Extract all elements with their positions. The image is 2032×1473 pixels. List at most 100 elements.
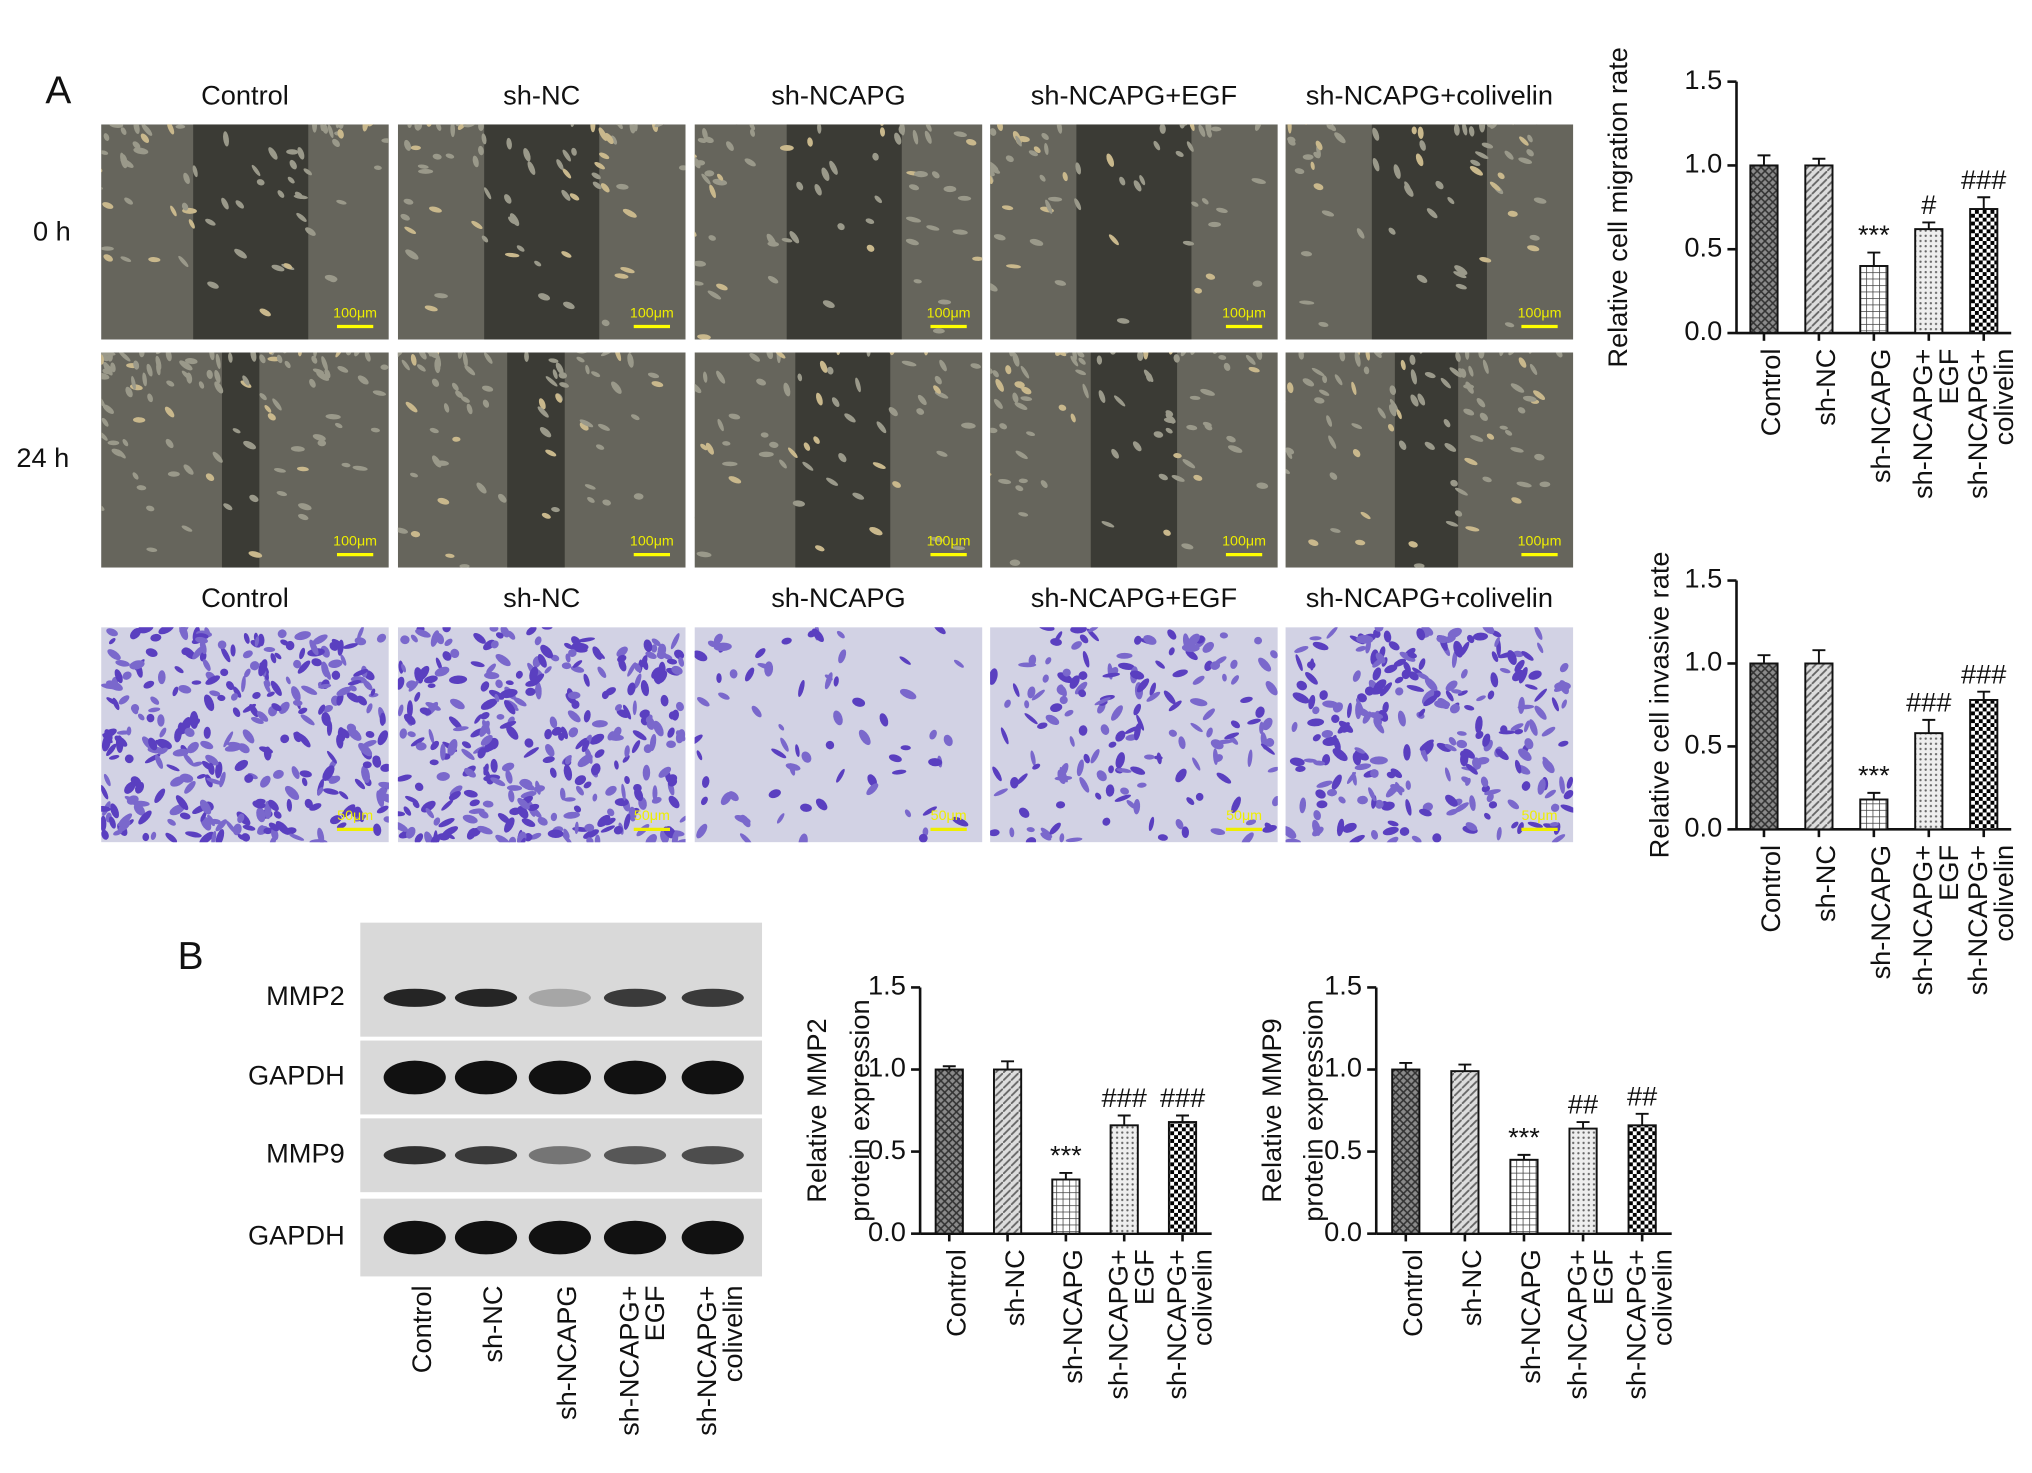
cell: [678, 165, 686, 171]
cell: [1383, 630, 1392, 643]
cell: [693, 97, 702, 105]
cell: [275, 821, 290, 835]
cell: [910, 95, 915, 107]
cell: [1416, 274, 1428, 283]
micrograph: 50μm: [397, 627, 686, 843]
cell: [1480, 776, 1489, 788]
cell: [1462, 124, 1468, 136]
x-tick-label: sh-NCAPG+: [1561, 1249, 1592, 1399]
cell: [101, 806, 111, 812]
cell: [1424, 441, 1435, 450]
cell: [766, 233, 777, 247]
cell: [1453, 802, 1469, 813]
cell: [55, 319, 62, 334]
cell: [350, 70, 358, 80]
cell: [103, 254, 113, 262]
cell: [1395, 687, 1404, 696]
cell: [291, 686, 301, 702]
x-tick-label: Control: [1755, 349, 1786, 437]
cell: [120, 158, 134, 168]
cell: [52, 517, 67, 529]
cell: [1451, 650, 1458, 668]
cell: [1163, 417, 1175, 424]
cell: [1558, 740, 1569, 747]
cell: [19, 171, 29, 184]
cell: [760, 12, 772, 25]
cell: [22, 230, 33, 242]
cell: [1309, 636, 1322, 641]
cell: [694, 281, 704, 286]
cell: [1230, 720, 1241, 729]
cell: [560, 726, 569, 740]
blot-band: [528, 1220, 591, 1255]
cell: [322, 765, 335, 781]
cell: [764, 661, 774, 677]
cell: [703, 104, 711, 117]
cell: [1416, 672, 1429, 680]
cell: [1133, 703, 1142, 716]
cell: [424, 831, 434, 843]
cell: [622, 208, 637, 218]
cell: [1326, 627, 1338, 639]
cell: [450, 698, 465, 710]
cell: [237, 834, 246, 841]
cell: [929, 729, 937, 740]
cell: [69, 146, 78, 156]
cell: [1294, 646, 1309, 653]
cell: [908, 184, 920, 191]
cell: [380, 95, 390, 108]
cell: [184, 358, 198, 365]
cell: [344, 6, 360, 19]
cell: [1040, 832, 1052, 841]
cell: [697, 334, 711, 340]
cell: [82, 413, 92, 427]
cell: [1186, 141, 1194, 152]
cell: [1445, 794, 1458, 807]
cell: [583, 710, 591, 723]
cell: [130, 627, 141, 640]
cell: [292, 699, 303, 706]
cell: [568, 113, 574, 122]
cell: [434, 97, 450, 111]
cell: [410, 531, 421, 538]
cell: [1143, 369, 1154, 383]
cell: [330, 815, 342, 825]
scale-bar-label: 100μm: [1518, 533, 1562, 549]
cell: [1363, 366, 1370, 375]
cell: [604, 817, 616, 826]
cell: [1189, 342, 1194, 352]
cell: [1038, 627, 1055, 631]
cell: [1436, 742, 1451, 753]
cell: [961, 422, 976, 429]
cell: [1316, 800, 1328, 809]
cell: [594, 834, 601, 843]
cell: [1168, 700, 1182, 712]
cell: [174, 666, 184, 674]
cell: [928, 758, 943, 767]
cell: [209, 352, 215, 361]
wound-gap: [221, 352, 260, 568]
cell: [1560, 804, 1574, 813]
cell: [1372, 667, 1382, 681]
bar: [1627, 1124, 1657, 1235]
cell: [585, 364, 590, 375]
cell: [278, 41, 287, 57]
cell: [1479, 257, 1492, 263]
cell: [1109, 352, 1117, 355]
panel-label: B: [178, 935, 204, 978]
cell: [92, 102, 100, 113]
cell: [1045, 199, 1053, 214]
cell: [133, 803, 145, 816]
scale-bar-label: 50μm: [337, 808, 373, 824]
y-axis-label: Relative MMP2: [801, 1018, 832, 1202]
cell: [429, 206, 442, 213]
cell: [1551, 834, 1566, 843]
cell: [534, 260, 542, 267]
cell: [1518, 696, 1525, 714]
annotation: ***: [1858, 219, 1890, 250]
cell: [1206, 129, 1212, 138]
cell: [936, 450, 948, 457]
cell: [614, 704, 623, 711]
cell: [179, 627, 189, 634]
blot-band: [603, 1060, 667, 1095]
